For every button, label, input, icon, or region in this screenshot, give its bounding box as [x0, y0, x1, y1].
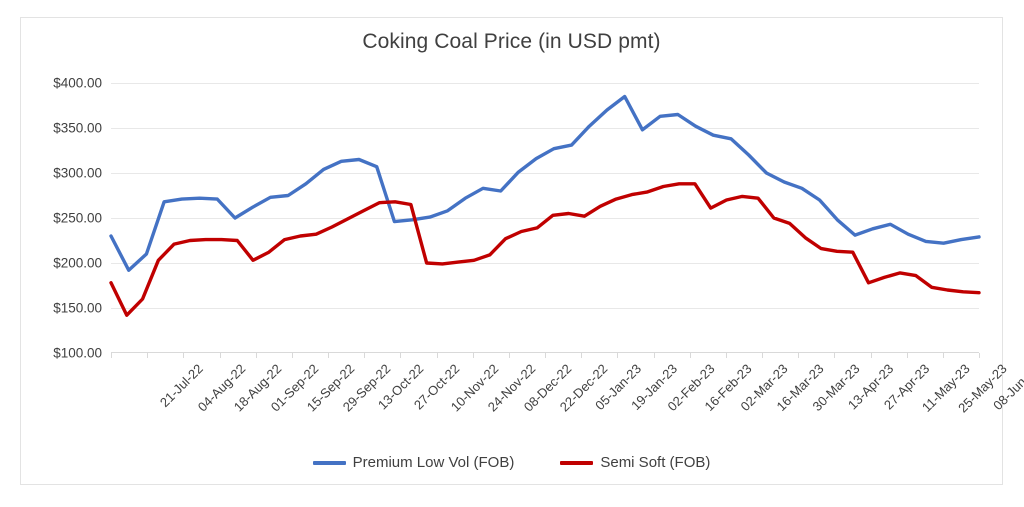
x-axis-tick — [798, 353, 799, 358]
x-axis-tick — [147, 353, 148, 358]
x-axis-tick — [726, 353, 727, 358]
x-axis-tick — [617, 353, 618, 358]
series-lines — [109, 94, 981, 317]
x-axis-tick — [364, 353, 365, 358]
x-axis-tick — [292, 353, 293, 358]
x-axis-line — [111, 352, 979, 353]
x-axis-tick — [473, 353, 474, 358]
y-axis-tick-label: $350.00 — [53, 120, 102, 136]
x-axis-tick — [834, 353, 835, 358]
x-axis-tick — [400, 353, 401, 358]
x-axis-tick — [907, 353, 908, 358]
series-line — [109, 182, 981, 317]
x-axis-tick — [183, 353, 184, 358]
x-axis-tick — [509, 353, 510, 358]
gridline — [111, 218, 979, 219]
x-axis-tick — [943, 353, 944, 358]
chart-container: Coking Coal Price (in USD pmt) $400.00 $3… — [20, 17, 1024, 485]
x-axis-tick — [545, 353, 546, 358]
plot-area: $400.00 $350.00 $300.00 $250.00 $200.00 $150.… — [53, 76, 1024, 416]
chart-title: Coking Coal Price (in USD pmt) — [362, 30, 661, 53]
x-axis-tick — [328, 353, 329, 358]
series-line — [109, 94, 981, 272]
legend-label: Premium Low Vol (FOB) — [352, 454, 515, 471]
x-axis-tick — [437, 353, 438, 358]
x-axis-tick — [979, 353, 980, 358]
y-axis-tick-label: $400.00 — [53, 75, 102, 91]
gridline — [111, 83, 979, 84]
y-axis-tick-label: $200.00 — [53, 255, 102, 271]
gridline — [111, 263, 979, 264]
legend-color-swatch — [312, 460, 346, 465]
x-axis-tick — [220, 353, 221, 358]
x-axis-tick — [762, 353, 763, 358]
y-axis-tick-label: $150.00 — [53, 300, 102, 316]
legend-color-swatch — [560, 460, 594, 465]
chart-legend: Premium Low Vol (FOB) Semi Soft (FOB) — [21, 454, 1002, 471]
y-axis-tick-label: $100.00 — [53, 345, 102, 361]
x-axis-tick — [690, 353, 691, 358]
y-axis-tick-label: $300.00 — [53, 165, 102, 181]
x-axis-tick — [256, 353, 257, 358]
gridline — [111, 128, 979, 129]
x-axis-tick — [111, 353, 112, 358]
x-axis-tick — [871, 353, 872, 358]
gridline — [111, 308, 979, 309]
y-axis-tick-label: $250.00 — [53, 210, 102, 226]
x-axis-tick — [654, 353, 655, 358]
legend-label: Semi Soft (FOB) — [600, 454, 711, 471]
x-axis-tick — [581, 353, 582, 358]
legend-item[interactable]: Premium Low Vol (FOB) — [312, 454, 515, 471]
legend-item[interactable]: Semi Soft (FOB) — [560, 454, 710, 471]
gridline — [111, 173, 979, 174]
